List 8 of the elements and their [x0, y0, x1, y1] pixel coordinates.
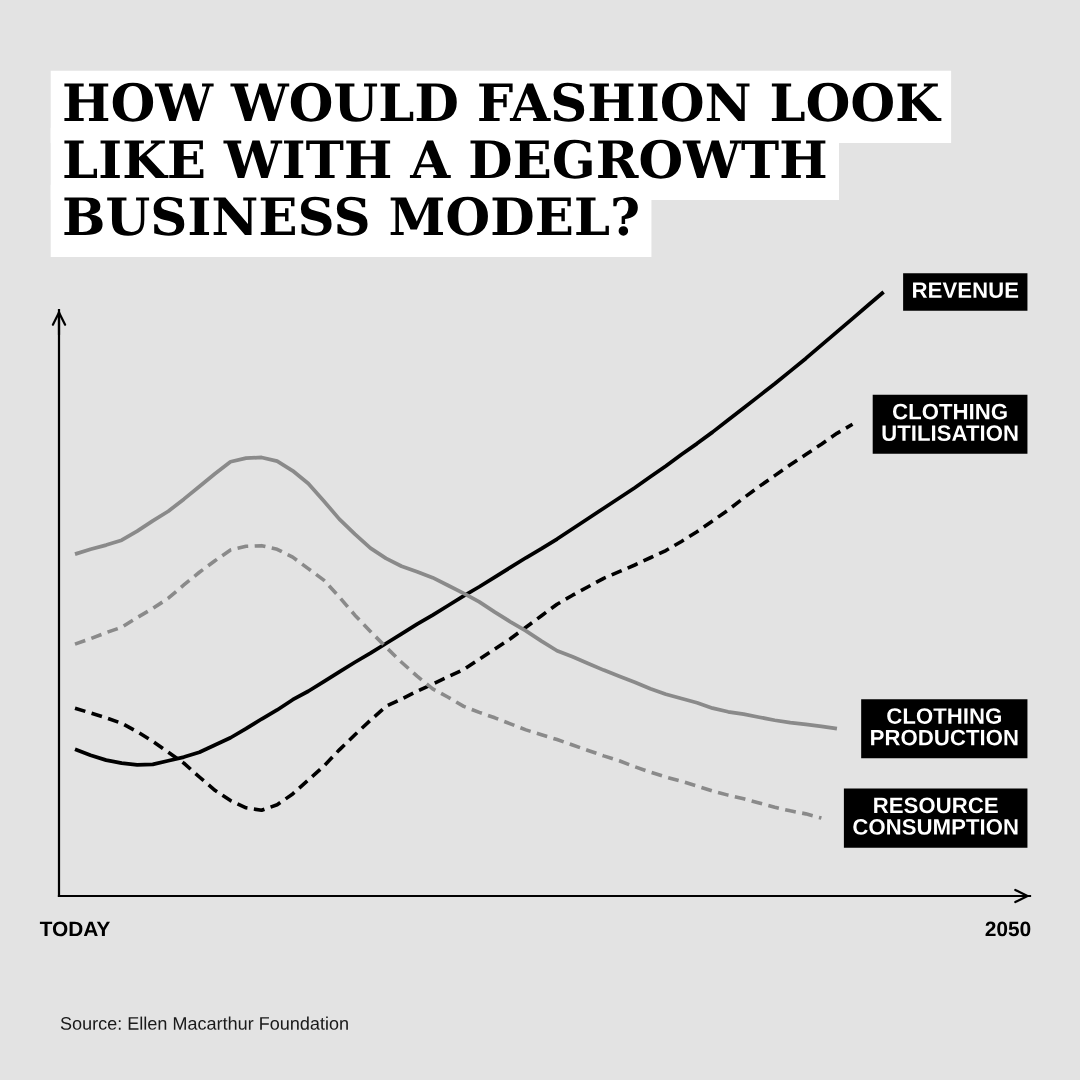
source-note: Source: Ellen Macarthur Foundation — [60, 1016, 348, 1030]
series-label: RESOURCE CONSUMPTION — [853, 797, 1018, 835]
series-label: REVENUE — [913, 282, 1019, 298]
chart-title: HOW WOULD FASHION LOOK LIKE WITH A DEGROWTH BUSINESS MODEL? — [64, 82, 942, 236]
x-tick-label: TODAY — [39, 921, 110, 937]
series-label: CLOTHING UTILISATION — [882, 403, 1018, 441]
x-tick-label: 2050 — [985, 921, 1031, 937]
series-label: CLOTHING PRODUCTION — [871, 708, 1018, 746]
